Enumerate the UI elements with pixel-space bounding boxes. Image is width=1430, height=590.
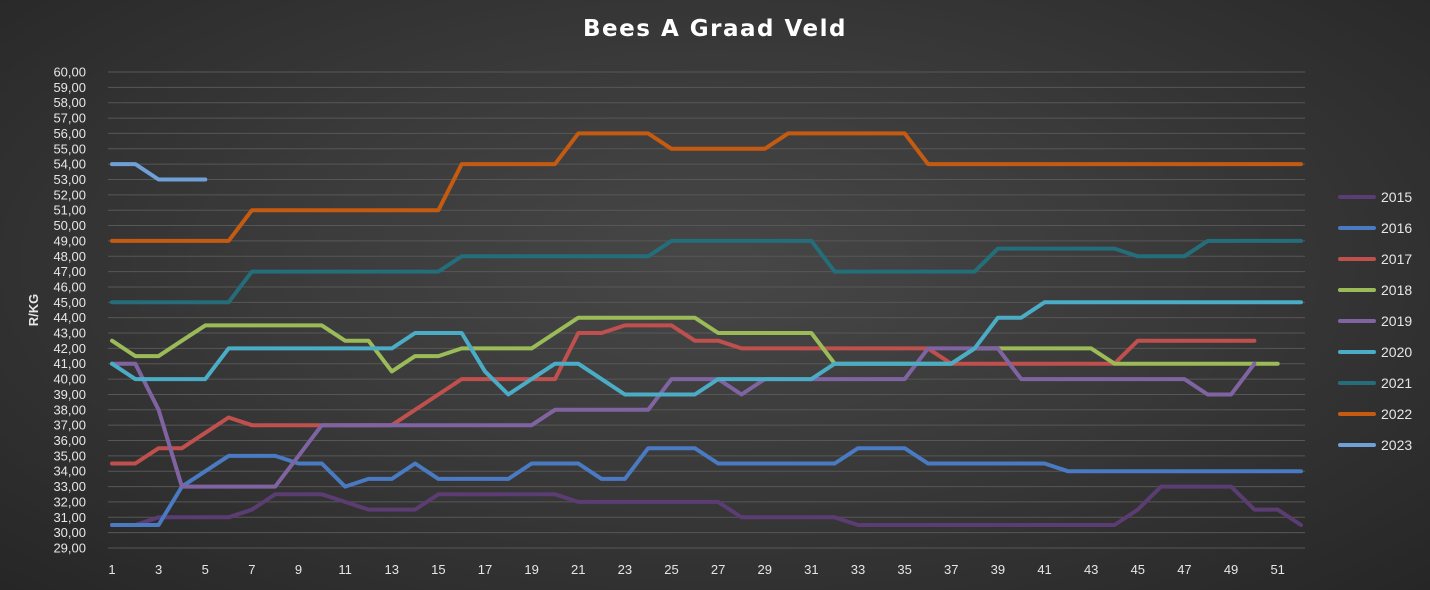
- x-tick-label: 33: [851, 562, 865, 577]
- legend-item-2019: 2019: [1338, 313, 1412, 329]
- legend-item-2016: 2016: [1338, 220, 1412, 236]
- series-line-2022: [110, 131, 1303, 243]
- x-tick-label: 9: [295, 562, 302, 577]
- y-tick-label: 31,00: [53, 510, 86, 525]
- x-tick-label: 45: [1131, 562, 1145, 577]
- x-tick-label: 23: [618, 562, 632, 577]
- y-tick-label: 33,00: [53, 479, 86, 494]
- x-tick-label: 13: [385, 562, 399, 577]
- series-line-2023: [110, 162, 208, 182]
- x-tick-label: 27: [711, 562, 725, 577]
- x-tick-label: 11: [338, 562, 352, 577]
- legend-item-2018: 2018: [1338, 282, 1412, 298]
- y-tick-label: 54,00: [53, 157, 86, 172]
- y-tick-label: 32,00: [53, 494, 86, 509]
- y-tick-label: 41,00: [53, 356, 86, 371]
- y-axis-label: R/KG: [26, 294, 41, 327]
- x-tick-label: 15: [431, 562, 445, 577]
- x-tick-label: 3: [155, 562, 162, 577]
- series-line-2017: [110, 323, 1257, 466]
- x-tick-label: 31: [804, 562, 818, 577]
- y-tick-label: 40,00: [53, 372, 86, 387]
- y-tick-label: 42,00: [53, 341, 86, 356]
- y-tick-label: 48,00: [53, 249, 86, 264]
- legend-item-2021: 2021: [1338, 375, 1412, 391]
- x-tick-label: 7: [248, 562, 255, 577]
- y-tick-label: 30,00: [53, 525, 86, 540]
- legend-label: 2023: [1381, 437, 1412, 453]
- legend-item-2020: 2020: [1338, 344, 1412, 360]
- x-tick-label: 43: [1084, 562, 1098, 577]
- x-tick-label: 5: [202, 562, 209, 577]
- x-tick-label: 19: [524, 562, 538, 577]
- y-tick-label: 49,00: [53, 233, 86, 248]
- chart-title: Bees A Graad Veld: [583, 16, 847, 42]
- series-lines: [110, 131, 1303, 527]
- y-tick-label: 58,00: [53, 95, 86, 110]
- x-tick-label: 41: [1037, 562, 1051, 577]
- series-line-2021: [110, 238, 1303, 305]
- y-tick-label: 55,00: [53, 141, 86, 156]
- x-tick-label: 39: [991, 562, 1005, 577]
- x-tick-label: 47: [1177, 562, 1191, 577]
- legend-item-2017: 2017: [1338, 251, 1412, 267]
- legend-label: 2017: [1381, 251, 1412, 267]
- legend-label: 2020: [1381, 344, 1412, 360]
- y-tick-label: 53,00: [53, 172, 86, 187]
- series-line-2019: [110, 346, 1257, 489]
- legend-label: 2016: [1381, 220, 1412, 236]
- legend-item-2022: 2022: [1338, 406, 1412, 422]
- y-tick-label: 38,00: [53, 402, 86, 417]
- y-tick-label: 60,00: [53, 65, 86, 80]
- y-tick-label: 44,00: [53, 310, 86, 325]
- x-tick-label: 51: [1270, 562, 1284, 577]
- x-tick-label: 29: [758, 562, 772, 577]
- x-tick-label: 49: [1224, 562, 1238, 577]
- legend-label: 2015: [1381, 189, 1412, 205]
- legend-label: 2018: [1381, 282, 1412, 298]
- y-tick-label: 39,00: [53, 387, 86, 402]
- legend: 2015 2016 2017 2018 2019 2020 2021 2022 2023: [1338, 189, 1412, 453]
- series-line-2020: [110, 300, 1303, 397]
- x-tick-label: 17: [478, 562, 492, 577]
- series-line-2016: [110, 446, 1303, 527]
- series-line-2018: [110, 315, 1280, 374]
- y-tick-label: 56,00: [53, 126, 86, 141]
- y-tick-label: 37,00: [53, 418, 86, 433]
- y-tick-label: 51,00: [53, 203, 86, 218]
- y-tick-label: 59,00: [53, 80, 86, 95]
- legend-item-2015: 2015: [1338, 189, 1412, 205]
- legend-label: 2022: [1381, 406, 1412, 422]
- series-line-2015: [110, 484, 1303, 527]
- gridlines: [108, 71, 1305, 549]
- y-tick-label: 43,00: [53, 326, 86, 341]
- x-tick-label: 1: [108, 562, 115, 577]
- y-tick-label: 47,00: [53, 264, 86, 279]
- y-tick-label: 46,00: [53, 279, 86, 294]
- y-axis-ticks: 29,0030,0031,0032,0033,0034,0035,0036,00…: [53, 65, 86, 556]
- y-tick-label: 57,00: [53, 111, 86, 126]
- x-tick-label: 35: [897, 562, 911, 577]
- y-tick-label: 36,00: [53, 433, 86, 448]
- legend-label: 2019: [1381, 313, 1412, 329]
- y-tick-label: 45,00: [53, 295, 86, 310]
- y-tick-label: 52,00: [53, 187, 86, 202]
- legend-label: 2021: [1381, 375, 1412, 391]
- x-axis-ticks: 1 3 5 7 9 11 13 15 17 19 21 23 25 27 29 31 33 35 37 39 41 43 4…: [108, 562, 1285, 577]
- x-tick-label: 37: [944, 562, 958, 577]
- x-tick-label: 25: [664, 562, 678, 577]
- y-tick-label: 50,00: [53, 218, 86, 233]
- x-tick-label: 21: [571, 562, 585, 577]
- y-tick-label: 34,00: [53, 464, 86, 479]
- y-tick-label: 29,00: [53, 541, 86, 556]
- legend-item-2023: 2023: [1338, 437, 1412, 453]
- y-tick-label: 35,00: [53, 448, 86, 463]
